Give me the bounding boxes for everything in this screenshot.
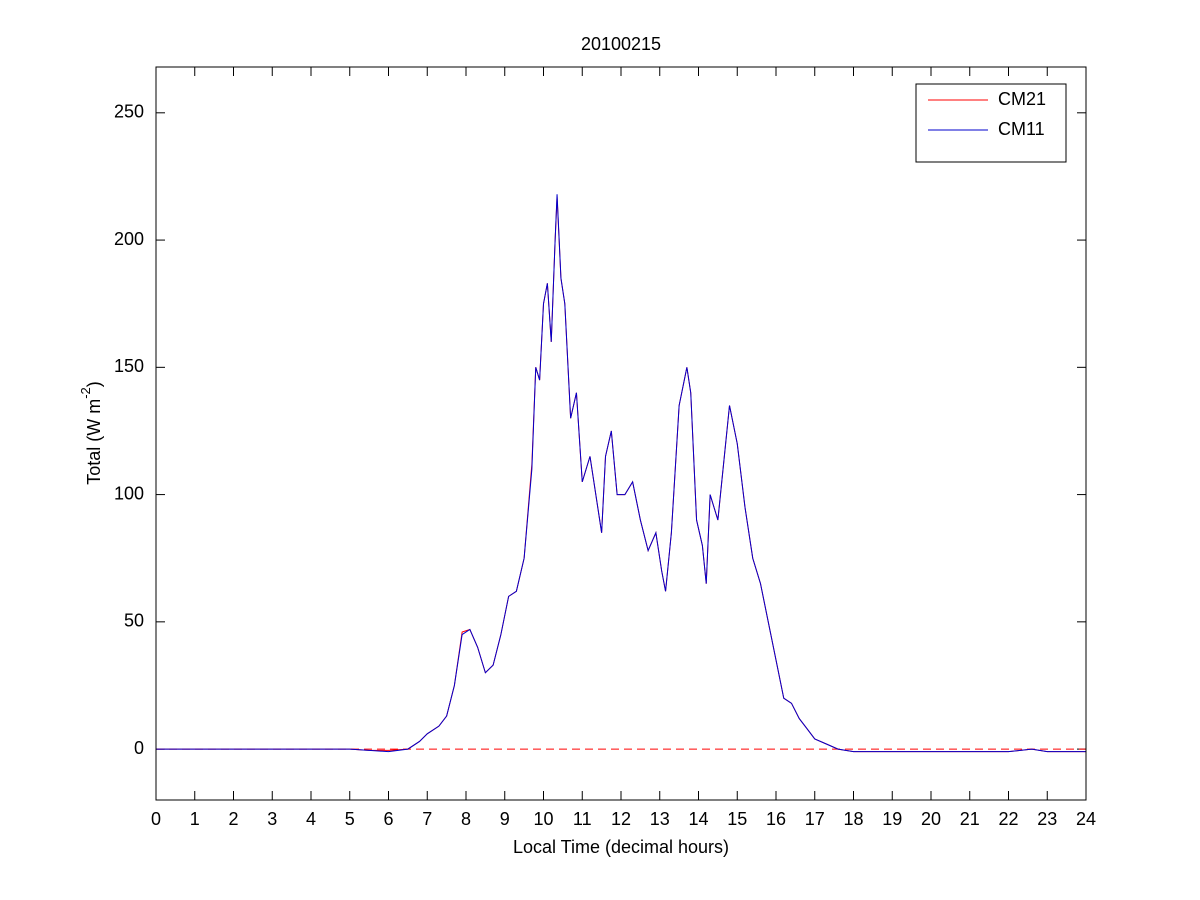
y-tick-label: 50 <box>124 611 144 631</box>
plot-area <box>156 67 1086 800</box>
y-axis-label: Total (W m-2) <box>78 381 103 485</box>
y-axis-label-text: Total (W m <box>84 399 104 485</box>
x-tick-label: 11 <box>573 809 592 829</box>
x-tick-label: 15 <box>727 809 747 829</box>
x-tick-label: 20 <box>921 809 941 829</box>
x-tick-label: 8 <box>461 809 471 829</box>
x-tick-label: 9 <box>500 809 510 829</box>
y-axis-label-sup: -2 <box>78 387 93 399</box>
series-line <box>156 194 1086 753</box>
x-tick-label: 18 <box>843 809 863 829</box>
axes-box <box>155 66 1087 801</box>
x-tick-label: 12 <box>611 809 631 829</box>
y-tick-label: 0 <box>134 738 144 758</box>
x-tick-label: 7 <box>422 809 432 829</box>
x-tick-label: 6 <box>383 809 393 829</box>
y-tick-label: 150 <box>114 356 144 376</box>
x-tick-label: 13 <box>650 809 670 829</box>
x-tick-label: 19 <box>882 809 902 829</box>
legend-label: CM11 <box>998 119 1045 139</box>
y-tick-label: 250 <box>114 102 144 122</box>
x-tick-label: 21 <box>960 809 980 829</box>
x-tick-label: 23 <box>1037 809 1057 829</box>
x-tick-label: 5 <box>345 809 355 829</box>
x-axis-label: Local Time (decimal hours) <box>513 837 729 857</box>
x-tick-label: 17 <box>805 809 825 829</box>
x-tick-label: 2 <box>228 809 238 829</box>
x-tick-label: 4 <box>306 809 316 829</box>
x-tick-label: 14 <box>688 809 708 829</box>
legend-box <box>915 83 1067 163</box>
legend-label: CM21 <box>998 89 1046 109</box>
x-tick-label: 22 <box>998 809 1018 829</box>
x-tick-label: 0 <box>151 809 161 829</box>
y-tick-label: 100 <box>114 483 144 503</box>
x-tick-label: 10 <box>533 809 553 829</box>
x-tick-label: 16 <box>766 809 786 829</box>
x-tick-label: 1 <box>190 809 200 829</box>
x-tick-label: 3 <box>267 809 277 829</box>
y-axis-label-end: ) <box>84 381 104 387</box>
x-tick-label: 24 <box>1076 809 1096 829</box>
chart-title: 20100215 <box>581 34 661 54</box>
y-tick-label: 200 <box>114 229 144 249</box>
